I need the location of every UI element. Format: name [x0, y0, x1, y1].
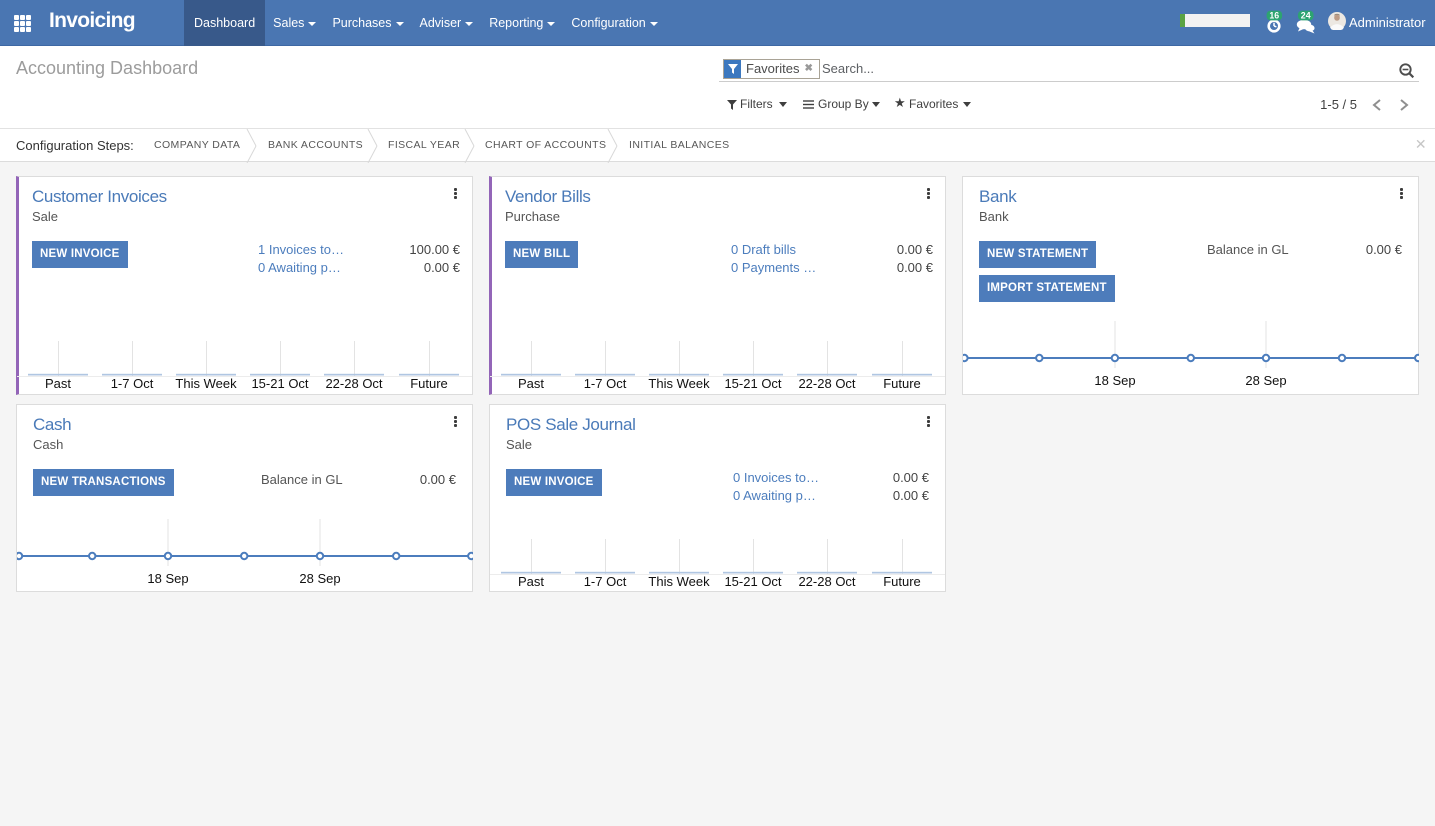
- svg-text:Past: Past: [518, 574, 544, 589]
- svg-text:Future: Future: [410, 376, 448, 391]
- svg-text:Past: Past: [45, 376, 71, 391]
- svg-text:28 Sep: 28 Sep: [299, 571, 340, 586]
- svg-text:22-28 Oct: 22-28 Oct: [798, 376, 855, 391]
- svg-text:18 Sep: 18 Sep: [147, 571, 188, 586]
- svg-text:15-21 Oct: 15-21 Oct: [724, 574, 781, 589]
- svg-text:16: 16: [1269, 10, 1279, 20]
- svg-text:24: 24: [1301, 10, 1311, 20]
- svg-text:22-28 Oct: 22-28 Oct: [325, 376, 382, 391]
- svg-text:This Week: This Week: [175, 376, 237, 391]
- svg-text:15-21 Oct: 15-21 Oct: [724, 376, 781, 391]
- svg-text:1-7 Oct: 1-7 Oct: [584, 376, 627, 391]
- svg-text:This Week: This Week: [648, 574, 710, 589]
- svg-text:Future: Future: [883, 376, 921, 391]
- svg-text:22-28 Oct: 22-28 Oct: [798, 574, 855, 589]
- svg-text:This Week: This Week: [648, 376, 710, 391]
- svg-text:18 Sep: 18 Sep: [1094, 373, 1135, 388]
- svg-text:15-21 Oct: 15-21 Oct: [251, 376, 308, 391]
- svg-text:Future: Future: [883, 574, 921, 589]
- svg-text:1-7 Oct: 1-7 Oct: [111, 376, 154, 391]
- svg-text:28 Sep: 28 Sep: [1245, 373, 1286, 388]
- svg-text:Past: Past: [518, 376, 544, 391]
- svg-text:1-7 Oct: 1-7 Oct: [584, 574, 627, 589]
